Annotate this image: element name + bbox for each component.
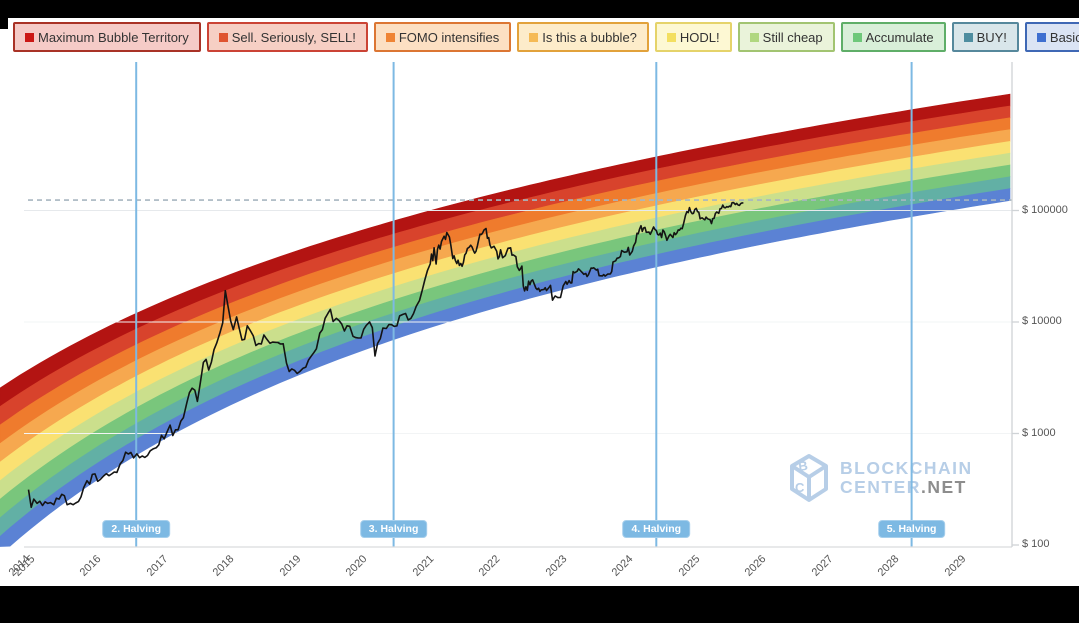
y-axis-label-1000: $ 1000 xyxy=(1022,426,1056,439)
legend-item-still-cheap[interactable]: Still cheap xyxy=(737,22,835,52)
legend-item-buy[interactable]: BUY! xyxy=(951,22,1019,52)
legend-color-swatch xyxy=(963,32,973,42)
legend-label: FOMO intensifies xyxy=(398,29,500,45)
legend-label: Accumulate xyxy=(865,29,934,45)
logo-line2: CENTER xyxy=(840,477,921,497)
logo-suffix: .NET xyxy=(920,477,967,497)
rainbow-chart-plot-area[interactable] xyxy=(0,0,1079,586)
legend-label: Still cheap xyxy=(762,29,823,45)
letterbox-corner-notch xyxy=(0,18,8,29)
legend-item-sell-seriously-sell[interactable]: Sell. Seriously, SELL! xyxy=(206,22,368,52)
legend-label: BUY! xyxy=(976,29,1007,45)
legend-item-basically-a-fire-sale[interactable]: Basically a Fire Sale xyxy=(1024,22,1079,52)
halving-badge-3-halving: 3. Halving xyxy=(359,520,428,538)
legend-color-swatch xyxy=(218,32,228,42)
legend-color-swatch xyxy=(749,32,759,42)
svg-text:C: C xyxy=(795,480,805,495)
blockchain-cube-icon: B C xyxy=(790,454,828,502)
blockchaincenter-logo[interactable]: B C BLOCKCHAIN CENTER.NET xyxy=(786,452,973,504)
y-axis-label-100000: $ 100000 xyxy=(1022,203,1068,216)
letterbox-top xyxy=(0,0,1079,18)
legend-color-swatch xyxy=(1036,32,1046,42)
legend-label: Is this a bubble? xyxy=(542,29,637,45)
legend-item-fomo-intensifies[interactable]: FOMO intensifies xyxy=(373,22,512,52)
logo-line1: BLOCKCHAIN xyxy=(840,458,973,478)
legend-item-is-this-a-bubble[interactable]: Is this a bubble? xyxy=(517,22,649,52)
legend-color-swatch xyxy=(385,32,395,42)
halving-badge-4-halving: 4. Halving xyxy=(622,520,691,538)
legend-label: Sell. Seriously, SELL! xyxy=(231,29,356,45)
y-axis-label-100: $ 100 xyxy=(1022,538,1050,550)
letterbox-bottom xyxy=(0,586,1079,623)
svg-text:B: B xyxy=(797,458,808,474)
legend-item-maximum-bubble-territory[interactable]: Maximum Bubble Territory xyxy=(13,22,201,52)
y-axis-label-10000: $ 10000 xyxy=(1022,315,1062,327)
legend-color-swatch xyxy=(666,32,676,42)
legend-label: HODL! xyxy=(679,29,720,45)
halving-badge-5-halving: 5. Halving xyxy=(877,520,946,538)
legend-label: Basically a Fire Sale xyxy=(1049,29,1079,45)
legend-item-accumulate[interactable]: Accumulate xyxy=(840,22,946,52)
legend-color-swatch xyxy=(529,32,539,42)
legend-color-swatch xyxy=(852,32,862,42)
btc-price-line xyxy=(27,201,744,509)
legend-color-swatch xyxy=(25,32,34,42)
legend-item-hodl[interactable]: HODL! xyxy=(654,22,732,52)
legend-bar: Maximum Bubble Territory Sell. Seriously,… xyxy=(13,22,1079,52)
legend-label: Maximum Bubble Territory xyxy=(38,29,189,45)
blockchaincenter-wordmark: BLOCKCHAIN CENTER.NET xyxy=(840,459,973,497)
halving-badge-2-halving: 2. Halving xyxy=(102,520,171,538)
